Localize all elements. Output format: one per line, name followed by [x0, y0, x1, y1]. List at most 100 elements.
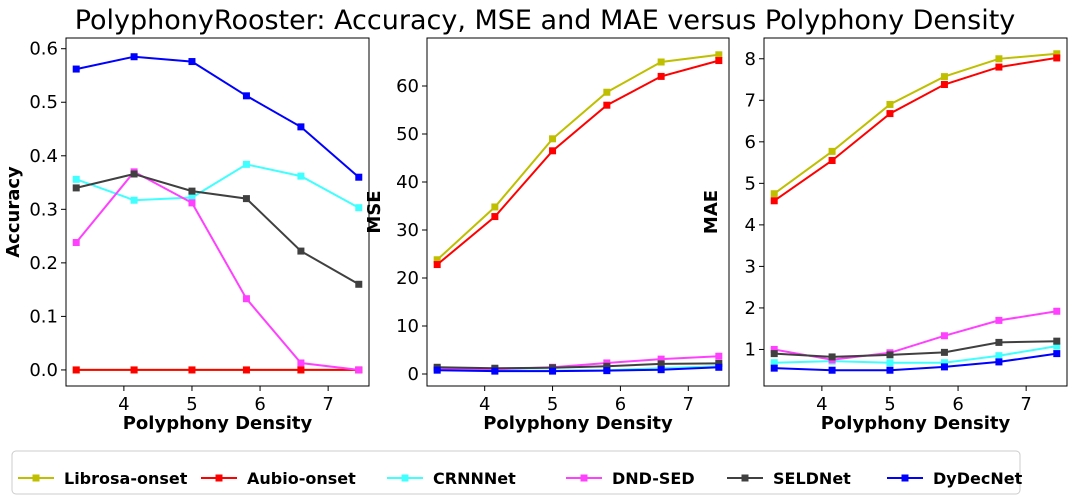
series-line-crnnnet — [774, 345, 1057, 364]
data-point — [657, 355, 665, 363]
x-tick-label: 5 — [884, 394, 895, 415]
x-tick-label: 5 — [547, 394, 558, 415]
data-point — [1053, 350, 1061, 358]
y-axis-label: MAE — [701, 190, 722, 234]
data-point — [886, 351, 894, 359]
y-tick-label: 4 — [745, 215, 756, 236]
data-point — [603, 362, 611, 370]
legend-swatch-marker — [215, 474, 223, 482]
data-point — [886, 110, 894, 118]
y-tick-label: 6 — [745, 132, 756, 153]
panels: 4 5 6 7 0.0 0.1 0.2 0.3 0.4 0.5 0.6 Polyphony Densi… — [3, 37, 1068, 434]
data-point — [995, 338, 1003, 346]
plot-frame — [65, 37, 370, 387]
series-line-librosa-onset — [773, 52, 1057, 195]
data-point — [130, 170, 138, 178]
data-point — [828, 366, 836, 374]
data-point — [1053, 337, 1061, 345]
series-line-dnd-sed — [774, 310, 1057, 361]
data-point — [1053, 54, 1061, 62]
data-point — [130, 196, 138, 204]
data-point — [886, 100, 894, 108]
series-dydecnet — [72, 53, 363, 181]
x-tick-label: 6 — [615, 394, 626, 415]
series-dydecnet — [433, 363, 723, 375]
data-point — [355, 366, 363, 374]
series-line-dnd-sed — [75, 170, 359, 371]
series-line-aubio-onset — [773, 56, 1057, 202]
legend-swatch-marker — [580, 474, 588, 482]
y-tick-label: 0.2 — [29, 253, 58, 274]
series-crnnnet — [72, 160, 363, 212]
series-line-aubio-onset — [436, 59, 720, 266]
series-line-dydecnet — [774, 352, 1057, 372]
data-point — [188, 187, 196, 195]
data-point — [828, 157, 836, 165]
series-line-seldnet — [437, 362, 719, 370]
data-point — [297, 172, 305, 180]
legend-entry-dnd-sed: DND-SED — [566, 469, 695, 488]
data-point — [770, 345, 778, 353]
data-point — [603, 101, 611, 109]
data-point — [995, 352, 1003, 360]
x-tick-label: 6 — [254, 394, 265, 415]
data-point — [297, 359, 305, 367]
y-tick-label: 30 — [396, 220, 419, 241]
series-line-crnnnet — [75, 163, 360, 209]
data-point — [940, 81, 948, 89]
data-point — [433, 261, 441, 269]
x-tick-label: 4 — [479, 394, 490, 415]
legend-frame — [11, 450, 1021, 495]
data-point — [715, 359, 723, 367]
y-tick-label: 0.6 — [29, 39, 58, 60]
series-aubio-onset — [770, 54, 1061, 205]
data-point — [355, 173, 363, 181]
data-point — [72, 184, 80, 192]
y-tick-label: 0.4 — [29, 146, 58, 167]
data-point — [1053, 342, 1061, 350]
legend-label: DND-SED — [612, 469, 695, 488]
y-tick-label: 1 — [745, 339, 756, 360]
data-point — [188, 199, 196, 207]
data-point — [72, 366, 80, 374]
data-point — [995, 316, 1003, 324]
legend: Librosa-onset Aubio-onset CRNNNet DND-SED SE… — [11, 450, 1023, 495]
x-tick-label: 4 — [816, 394, 827, 415]
data-point — [770, 359, 778, 367]
y-tick-label: 3 — [745, 256, 756, 277]
legend-entry-seldnet: SELDNet — [727, 469, 851, 488]
data-point — [657, 58, 665, 66]
data-point — [188, 194, 196, 202]
data-point — [940, 348, 948, 356]
data-point — [72, 239, 80, 247]
x-axis-label: Polyphony Density — [483, 413, 673, 434]
y-tick-label: 10 — [396, 316, 419, 337]
series-line-librosa-onset — [436, 53, 719, 261]
legend-label: CRNNNet — [433, 469, 516, 488]
legend-entry-crnnnet: CRNNNet — [387, 469, 516, 488]
legend-swatch-marker — [401, 474, 409, 482]
plot-frame — [426, 37, 730, 387]
series-dnd-sed — [72, 168, 363, 374]
data-point — [491, 367, 499, 375]
y-tick-label: 7 — [745, 90, 756, 111]
data-point — [940, 363, 948, 371]
y-tick-label: 20 — [396, 268, 419, 289]
data-point — [188, 366, 196, 374]
data-point — [603, 367, 611, 375]
data-point — [770, 350, 778, 358]
legend-swatch-marker — [901, 474, 909, 482]
legend-swatch-marker — [32, 474, 40, 482]
data-point — [355, 280, 363, 288]
y-tick-label: 0 — [408, 364, 419, 385]
legend-label: DyDecNet — [933, 469, 1023, 488]
legend-swatch-marker — [741, 474, 749, 482]
data-point — [433, 366, 441, 374]
legend-label: SELDNet — [773, 469, 851, 488]
data-point — [940, 73, 948, 81]
data-point — [433, 256, 441, 264]
data-point — [940, 359, 948, 367]
data-point — [242, 366, 250, 374]
legend-entry-dydecnet: DyDecNet — [887, 469, 1023, 488]
data-point — [1053, 307, 1061, 315]
